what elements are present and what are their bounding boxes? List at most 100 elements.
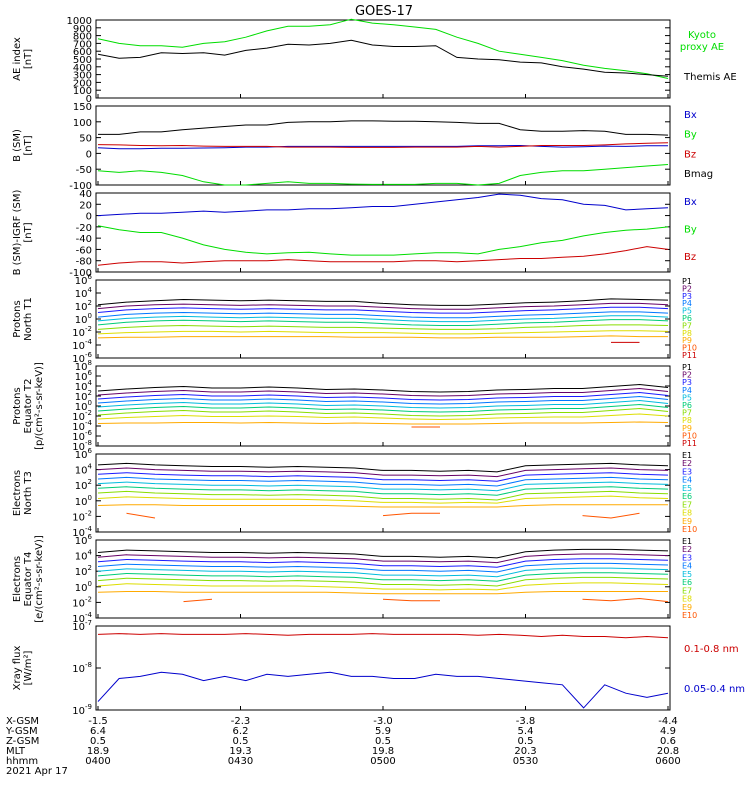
x-tick-label: 18.9: [87, 746, 109, 757]
series-line-e9: [97, 504, 668, 508]
y-tick-label: -100: [69, 268, 92, 279]
y-tick-label: 150: [73, 102, 92, 113]
x-row-label: Y-GSM: [5, 726, 38, 737]
x-tick-label: 0530: [513, 756, 538, 767]
y-tick-label: 100: [73, 86, 92, 97]
channel-label: P9: [682, 336, 692, 345]
y-axis-label: [nT]: [23, 135, 34, 155]
x-tick-label: 0.5: [233, 736, 249, 747]
y-tick-label: 10-7: [72, 619, 92, 633]
series-line-0-1-0-8-nm: [97, 633, 669, 639]
x-tick-label: 5.4: [518, 726, 534, 737]
channel-label: E7: [682, 500, 692, 509]
x-tick-label: -1.5: [88, 716, 108, 727]
y-tick-label: -20: [76, 223, 92, 234]
channel-label: E3: [682, 553, 692, 562]
y-axis-label: Equator T4: [23, 552, 34, 607]
channel-label: E5: [682, 570, 692, 579]
series-line-e1: [97, 462, 669, 473]
series-line-e6: [97, 572, 669, 582]
series-line-bmag: [98, 120, 669, 136]
y-tick-label: 10-2: [72, 595, 92, 609]
y-tick-label: 100: [73, 118, 92, 129]
channel-label: E3: [682, 467, 692, 476]
y-tick-label: 102: [75, 299, 92, 313]
channel-label: E8: [682, 595, 692, 604]
x-tick-label: 4.9: [660, 726, 676, 737]
y-axis-label: Electrons: [12, 556, 23, 602]
series-line-bx: [97, 193, 669, 217]
channel-label: E6: [682, 578, 692, 587]
channel-label: E9: [682, 603, 692, 612]
series-line-themis-ae: [97, 39, 669, 77]
channel-label: E1: [682, 537, 692, 546]
channel-label: E9: [682, 517, 692, 526]
y-tick-label: -50: [76, 165, 92, 176]
series-line-p2: [97, 387, 669, 397]
legend-entry: Bx: [684, 197, 697, 208]
x-tick-label: 0400: [85, 756, 110, 767]
legend-entry: Bmag: [684, 169, 713, 180]
series-line-p9: [97, 335, 668, 339]
series-line-p4: [97, 311, 669, 319]
x-tick-label: 6.2: [233, 726, 249, 737]
y-axis-label: [nT]: [23, 222, 34, 242]
x-row-label: MLT: [6, 746, 26, 757]
series-line-by: [97, 225, 669, 256]
y-axis-label: AE index: [12, 37, 23, 81]
series-line-e8: [97, 495, 669, 504]
channel-label: P8: [682, 416, 692, 425]
channel-label: P9: [682, 424, 692, 433]
channel-label: P5: [682, 393, 692, 402]
channel-label: E4: [682, 476, 692, 485]
y-axis-label: Equator T2: [23, 379, 34, 434]
y-tick-label: 102: [75, 478, 92, 492]
series-line-e5: [97, 481, 669, 492]
x-tick-label: 0600: [655, 756, 680, 767]
x-tick-label: 0.5: [90, 736, 106, 747]
series-line-e7: [97, 576, 669, 587]
channel-label: P6: [682, 401, 692, 410]
y-tick-label: 106: [75, 273, 93, 287]
channel-label: P2: [682, 284, 692, 293]
y-axis-label: Electrons: [12, 470, 23, 516]
y-tick-label: 700: [73, 39, 92, 50]
y-tick-label: 100: [75, 312, 92, 326]
channel-label: E6: [682, 492, 692, 501]
series-line-p6: [97, 403, 669, 413]
series-line-p3: [97, 391, 669, 401]
y-axis-label: [W/m²]: [23, 650, 34, 685]
series-line-e6: [97, 486, 669, 496]
channel-label: P6: [682, 314, 692, 323]
x-row-label: X-GSM: [6, 716, 39, 727]
series-line-p9: [97, 421, 669, 425]
y-tick-label: 106: [75, 447, 93, 461]
x-tick-label: 6.4: [90, 726, 106, 737]
x-tick-label: 19.3: [229, 746, 251, 757]
y-axis-label: North T1: [23, 297, 34, 341]
channel-label: E2: [682, 459, 692, 468]
y-axis-label: B (SM): [12, 129, 23, 162]
x-tick-label: 0.5: [375, 736, 391, 747]
series-line-e3: [97, 558, 669, 568]
series-line-p6: [97, 319, 669, 326]
series-line-p1: [97, 383, 669, 393]
x-row-label: Z-GSM: [6, 736, 39, 747]
y-tick-label: 900: [73, 24, 92, 35]
y-axis-label: [e/(cm²-s-sr-keV)]: [34, 535, 45, 623]
channel-label: P4: [682, 386, 692, 395]
panel-frame: [95, 625, 671, 711]
channel-label: P7: [682, 409, 692, 418]
series-line-bz: [97, 142, 669, 148]
legend-entry: Bz: [684, 252, 696, 263]
y-tick-label: -100: [69, 181, 92, 192]
x-tick-label: -3.8: [516, 716, 536, 727]
x-tick-label: -2.3: [231, 716, 251, 727]
channel-label: P1: [682, 363, 692, 372]
y-tick-label: 104: [75, 286, 93, 300]
series-line-e1: [97, 548, 669, 559]
x-tick-label: 19.8: [372, 746, 394, 757]
channel-label: P8: [682, 329, 692, 338]
